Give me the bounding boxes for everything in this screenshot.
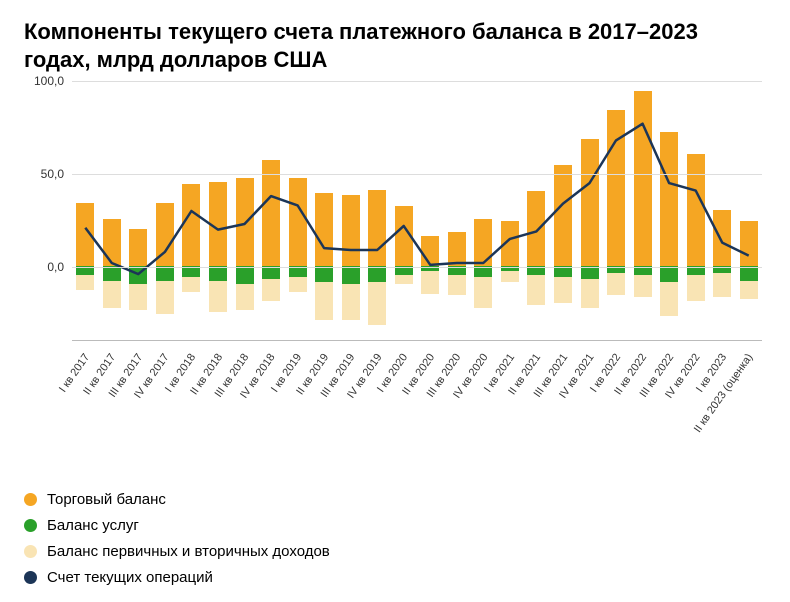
legend-swatch [24,519,37,532]
legend-item: Баланс услуг [24,517,330,534]
y-axis: 0,050,0100,0 [24,81,68,341]
chart-title: Компоненты текущего счета платежного бал… [24,18,766,73]
legend-swatch [24,493,37,506]
gridline [72,81,762,82]
chart-area: 0,050,0100,0 I кв 2017II кв 2017III кв 2… [24,81,766,431]
legend-label: Баланс первичных и вторичных доходов [47,543,330,560]
legend-item: Торговый баланс [24,491,330,508]
y-tick-label: 50,0 [41,167,64,181]
y-tick-label: 100,0 [34,74,64,88]
legend-label: Счет текущих операций [47,569,213,586]
line-current-account [85,124,748,274]
legend-swatch [24,571,37,584]
x-axis-labels: I кв 2017II кв 2017III кв 2017IV кв 2017… [72,343,762,431]
legend-item: Счет текущих операций [24,569,330,586]
legend-label: Баланс услуг [47,517,139,534]
line-overlay [72,81,762,341]
legend-label: Торговый баланс [47,491,166,508]
legend-item: Баланс первичных и вторичных доходов [24,543,330,560]
legend: Торговый баланс Баланс услуг Баланс первич… [24,491,330,586]
y-tick-label: 0,0 [47,260,64,274]
legend-swatch [24,545,37,558]
plot-area [72,81,762,341]
gridline [72,267,762,268]
gridline [72,174,762,175]
